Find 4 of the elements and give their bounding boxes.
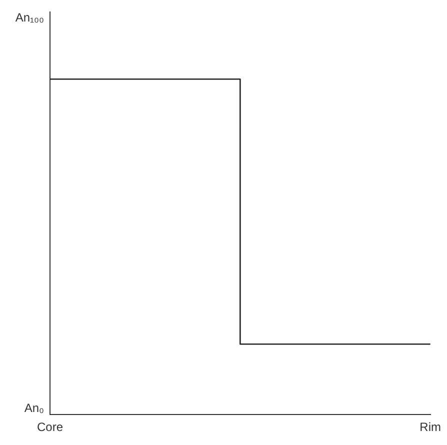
text: An₀ bbox=[24, 400, 44, 415]
x-tick-label: Core bbox=[36, 420, 64, 434]
x-tick-label: Rim bbox=[420, 420, 442, 434]
text: An₁₀₀ bbox=[15, 10, 44, 24]
